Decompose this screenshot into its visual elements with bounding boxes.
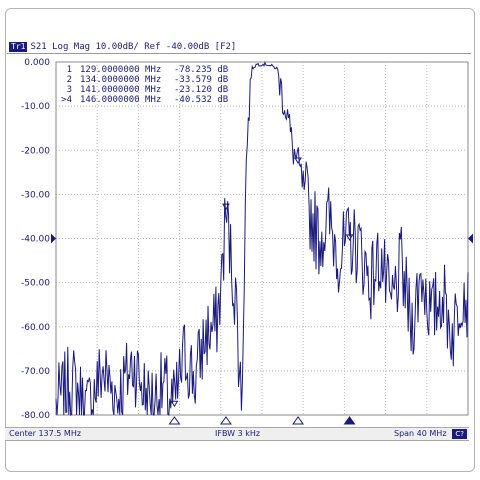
trace-info: S21 Log Mag 10.00dB/ Ref -40.00dB [F2] xyxy=(30,42,237,52)
marker-2-axis-icon[interactable] xyxy=(219,416,232,425)
marker-3-value: -23.120 dB xyxy=(174,85,228,95)
y-tick-label: -20.00 xyxy=(21,146,50,156)
header-divider xyxy=(7,53,471,54)
y-tick-label: -40.00 xyxy=(21,235,50,245)
marker-1-frequency: 129.0000000 MHz xyxy=(80,65,161,75)
marker-4-pointer[interactable] xyxy=(345,234,354,241)
y-tick-labels: 0.000 -10.00 -20.00 -30.00 -40.00 -50.00 -60.0… xyxy=(21,58,50,421)
status-bar: Center 137.5 MHz IFBW 3 kHz Span 40 MHz … xyxy=(5,427,469,441)
ref-level-arrow-right[interactable] xyxy=(468,233,473,244)
marker-1-axis-icon[interactable] xyxy=(168,416,181,425)
y-tick-label: -70.00 xyxy=(21,367,50,377)
y-tick-label: -50.00 xyxy=(21,279,50,289)
marker-4-axis-icon[interactable] xyxy=(343,416,356,425)
marker-2-frequency: 134.0000000 MHz xyxy=(80,75,161,85)
span[interactable]: Span 40 MHz xyxy=(394,429,447,438)
marker-2-value: -33.579 dB xyxy=(174,75,228,85)
marker-2-label: 2 xyxy=(67,75,72,85)
ref-level-arrow-left[interactable] xyxy=(51,233,56,244)
y-tick-label: 0.000 xyxy=(24,58,50,68)
center-frequency[interactable]: Center 137.5 MHz xyxy=(9,429,82,438)
marker-3-frequency: 141.0000000 MHz xyxy=(80,85,161,95)
y-tick-label: -30.00 xyxy=(21,190,50,200)
marker-4-label: >4 xyxy=(61,95,72,105)
marker-3-label: 3 xyxy=(67,85,72,95)
y-tick-label: -10.00 xyxy=(21,102,50,112)
trace-line xyxy=(55,60,469,417)
y-tick-label: -60.00 xyxy=(21,323,50,333)
marker-3-axis-icon[interactable] xyxy=(292,416,305,425)
ifbw[interactable]: IFBW 3 kHz xyxy=(215,429,261,438)
marker-4-frequency: 146.0000000 MHz xyxy=(80,95,161,105)
marker-3-pointer[interactable] xyxy=(294,157,302,164)
marker-1-pointer[interactable] xyxy=(170,400,179,408)
marker-1-label: 1 xyxy=(67,65,72,75)
markers xyxy=(168,157,356,425)
grid xyxy=(51,61,473,416)
marker-table: 1 129.0000000 MHz -78.235 dB 2 134.0000000 M… xyxy=(61,65,228,105)
y-tick-label: -80.00 xyxy=(21,411,50,421)
marker-2-pointer[interactable] xyxy=(222,203,230,211)
marker-1-value: -78.235 dB xyxy=(174,65,228,75)
trace xyxy=(55,60,469,417)
status-badge[interactable]: C? xyxy=(452,429,467,439)
marker-4-value: -40.532 dB xyxy=(174,95,228,105)
trace-header: Tr1 S21 Log Mag 10.00dB/ Ref -40.00dB [F2… xyxy=(9,41,471,53)
trace-tag[interactable]: Tr1 xyxy=(9,42,28,52)
